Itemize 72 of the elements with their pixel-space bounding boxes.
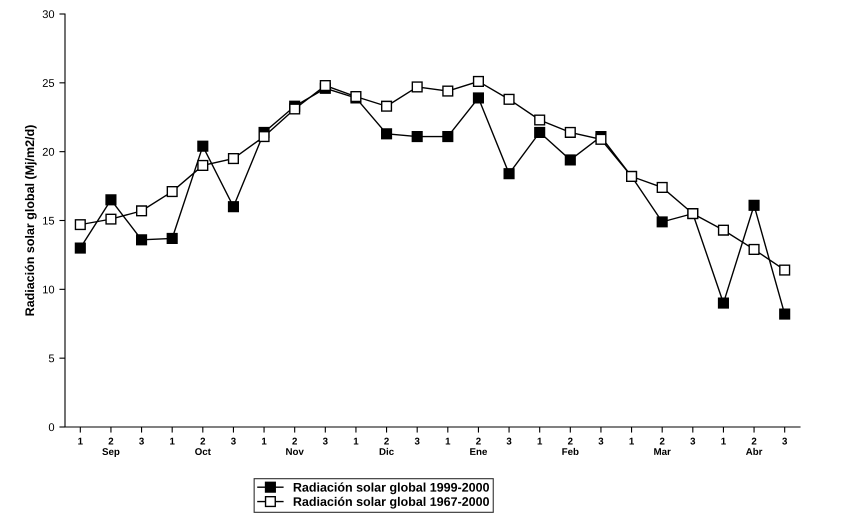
point (748, 200, 760, 211)
point (656, 182, 668, 194)
x-tick-label: 1 (629, 438, 634, 444)
point (381, 128, 392, 140)
point (779, 264, 790, 276)
x-tick-label: 2 Sep (102, 438, 120, 457)
point (564, 154, 576, 166)
x-tick-label: 3 (598, 438, 604, 445)
point (228, 152, 239, 164)
y-tick-label: 5 (48, 354, 54, 362)
y-tick-label: 15 (43, 216, 54, 225)
y-axis-title: Radiación solar global (Mj/m2/d) (24, 125, 37, 316)
point (74, 242, 86, 254)
x-tick-label: 3 (506, 438, 512, 445)
point (779, 308, 790, 320)
point (105, 194, 116, 206)
legend-label: Radiación solar global 1999-2000 (294, 482, 489, 494)
x-tick-label: 3 (414, 438, 420, 445)
y-tick-label: 25 (42, 79, 54, 87)
point (564, 126, 576, 138)
x-tick-label: 2 Feb (562, 438, 579, 456)
point (718, 298, 729, 309)
x-tick-label: 2 Abr (746, 438, 762, 456)
x-tick-label: 3 (230, 438, 236, 445)
point (656, 216, 668, 228)
point (472, 76, 484, 88)
x-tick-label: 1 (538, 438, 542, 444)
x-tick-label: 2 Ene (470, 438, 488, 456)
y-tick-label: 30 (42, 10, 54, 18)
point (166, 232, 178, 244)
x-tick-label: 3 (690, 438, 696, 445)
point (412, 130, 423, 142)
x-tick-label: 3 (139, 438, 144, 445)
point (534, 126, 546, 138)
point (136, 205, 148, 216)
x-tick-label: 2 Mar (654, 438, 671, 456)
point (166, 186, 178, 198)
x-tick-label: 3 (322, 438, 328, 445)
point (534, 114, 546, 126)
y-tick-label: 10 (43, 286, 54, 294)
x-tick-label: 3 (782, 438, 788, 445)
point (258, 130, 270, 142)
x-tick-label: 2 Oct (195, 438, 211, 456)
point (105, 214, 116, 225)
point (595, 134, 606, 145)
x-tick-label: 2 Nov (286, 438, 304, 456)
point (412, 81, 423, 93)
legend-label: Radiación solar global 1967-2000 (294, 496, 489, 509)
point (289, 103, 300, 115)
point (442, 130, 454, 142)
point (504, 94, 515, 105)
point (504, 168, 515, 180)
y-tick-label: 20 (42, 148, 54, 156)
x-tick-label: 1 (721, 438, 726, 444)
x-tick-label: 1 (446, 438, 450, 444)
point (472, 92, 484, 104)
point (381, 100, 392, 112)
point (320, 80, 331, 92)
x-tick-label: 1 (78, 438, 83, 444)
point (748, 244, 760, 255)
point (718, 224, 729, 236)
x-tick-label: 1 (262, 438, 266, 444)
point (136, 234, 148, 246)
x-tick-label: 2 Dic (380, 438, 394, 456)
y-tick-label: 0 (48, 423, 54, 432)
point (197, 160, 208, 171)
x-tick-label: 1 (354, 438, 358, 444)
x-tick-label: 1 (170, 438, 175, 444)
point (74, 219, 86, 230)
point (197, 140, 208, 152)
point (442, 86, 454, 97)
point (228, 201, 239, 212)
